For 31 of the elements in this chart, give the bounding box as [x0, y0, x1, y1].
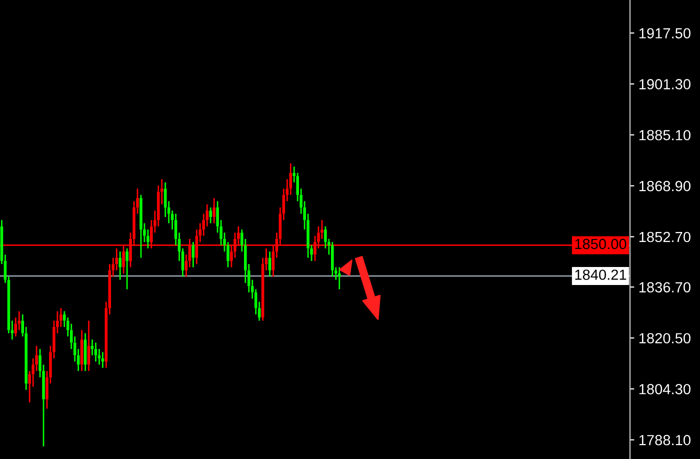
y-tick-label: 1901.30: [639, 79, 690, 90]
candlestick: [209, 206, 212, 224]
y-tick-label: 1836.70: [639, 282, 690, 292]
candlestick: [212, 197, 216, 224]
candlestick: [206, 204, 208, 228]
y-tick-label: 1852.70: [639, 232, 690, 242]
candlestick: [18, 310, 21, 331]
candlestick: [261, 257, 264, 322]
y-tick-label: 1868.90: [639, 180, 690, 192]
candlestick: [32, 358, 34, 388]
y-tick-label: 1820.50: [639, 333, 690, 344]
candlestick: [164, 182, 167, 218]
candlestick: [338, 266, 341, 290]
ref-line-label: 1840.21: [575, 270, 626, 280]
candlestick: [324, 226, 327, 250]
candlestick: [289, 162, 292, 196]
y-tick-label: 1885.10: [639, 130, 690, 140]
candlestick: [331, 241, 334, 278]
candlestick: [192, 241, 195, 268]
candlestick: [118, 250, 122, 280]
candlestick: [146, 228, 150, 250]
y-tick-label: 1788.10: [639, 434, 690, 446]
candlestick: [202, 213, 206, 236]
candlestick: [115, 248, 118, 272]
ref-line-label: 1850.00: [575, 238, 626, 250]
candlestick: [63, 310, 66, 328]
candlestick: [60, 307, 62, 328]
y-tick-label: 1917.50: [639, 28, 690, 38]
candlestick: [94, 342, 98, 362]
y-tick-label: 1804.30: [639, 384, 690, 394]
candlestick: [156, 184, 160, 228]
